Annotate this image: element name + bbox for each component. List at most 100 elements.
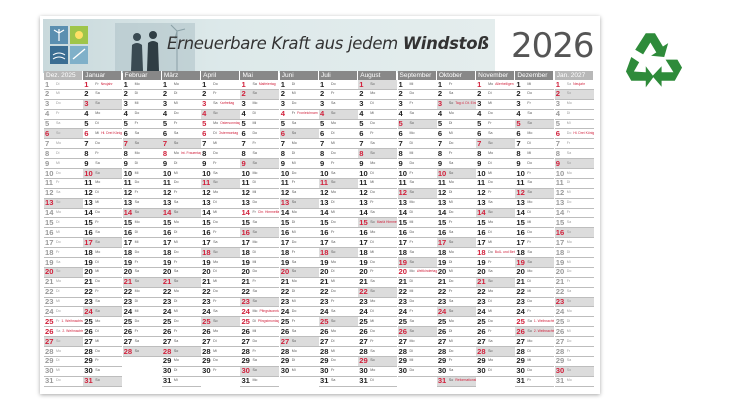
day-row: 24 Di bbox=[358, 307, 398, 318]
day-row: 20 So bbox=[44, 267, 83, 278]
weekday-label: So bbox=[370, 81, 375, 86]
weekday-label: Sa bbox=[95, 160, 100, 165]
month-column: April 1 Do 2 Fr 3 Sa Karfreitag 4 So 5 Mo Ostersonnt… bbox=[201, 71, 241, 387]
day-row: 30 Mi bbox=[44, 366, 83, 377]
day-row: 3 Fr bbox=[515, 99, 555, 110]
day-row bbox=[123, 367, 162, 377]
day-number: 16 bbox=[398, 227, 407, 237]
day-row: 11 Do bbox=[476, 178, 516, 189]
day-number: 27 bbox=[280, 336, 290, 346]
day-row: 14 So bbox=[476, 208, 516, 219]
day-row: 9 Sa bbox=[83, 159, 123, 170]
weekday-label: So bbox=[370, 358, 375, 363]
day-number: 7 bbox=[437, 138, 443, 148]
holiday-label: 2. Weihnachtstag bbox=[533, 328, 555, 333]
weekday-label: Sa bbox=[370, 210, 375, 215]
day-number: 23 bbox=[162, 297, 172, 307]
day-number: 11 bbox=[84, 178, 93, 188]
day-row: 27 Do bbox=[240, 336, 280, 348]
weekday-label: Sa bbox=[213, 308, 218, 313]
day-number: 4 bbox=[241, 109, 246, 119]
day-row: 26 Mo bbox=[318, 327, 358, 338]
day-number: 16 bbox=[280, 227, 290, 237]
weekday-label: Di bbox=[330, 200, 335, 205]
day-row: 26 Di bbox=[83, 327, 123, 338]
day-number: 1 bbox=[359, 79, 364, 89]
day-number: 17 bbox=[162, 237, 172, 247]
day-row: 9 Di bbox=[122, 159, 162, 170]
day-number: 1 bbox=[477, 79, 482, 89]
day-row: 6 Mo bbox=[515, 129, 555, 140]
weekday-label: Di bbox=[56, 358, 60, 363]
month-header: Oktober bbox=[436, 71, 476, 80]
day-row: 19 So bbox=[515, 258, 555, 268]
weekday-label: Mo bbox=[409, 200, 415, 205]
weekday-label: So bbox=[566, 91, 572, 96]
weekday-label: Di bbox=[370, 239, 374, 244]
day-number: 15 bbox=[202, 217, 211, 227]
day-number: 5 bbox=[45, 119, 50, 129]
month-column: März 1 Mo 2 Di 3 Mi 4 Do 5 Fr 6 Sa 7 So 8 Mo Int. Frauent… bbox=[161, 71, 201, 387]
day-row: 18 Sa bbox=[397, 248, 437, 259]
weekday-label: Di bbox=[134, 160, 138, 165]
day-row: 6 Mi Hl. Drei Könige bbox=[83, 129, 123, 140]
day-number: 4 bbox=[280, 109, 285, 119]
day-number: 3 bbox=[477, 99, 482, 109]
day-row: 17 Di bbox=[358, 238, 398, 249]
banner-title: Erneuerbare Kraft aus jedem Windstoß bbox=[167, 34, 489, 53]
day-number: 3 bbox=[45, 99, 50, 109]
weekday-label: Mi bbox=[134, 170, 139, 175]
day-row: 16 Do bbox=[515, 228, 555, 239]
day-row: 30 Sa bbox=[83, 366, 123, 377]
day-row: 18 Do bbox=[161, 248, 201, 259]
day-number: 27 bbox=[123, 336, 133, 346]
day-number: 8 bbox=[123, 148, 128, 158]
day-row: 23 Mi bbox=[44, 297, 83, 308]
day-number: 16 bbox=[319, 227, 329, 237]
day-number: 26 bbox=[280, 326, 290, 336]
weekday-label: Mo bbox=[213, 121, 219, 126]
day-number: 7 bbox=[555, 138, 560, 148]
weekday-label: Mo bbox=[370, 91, 376, 96]
day-number: 22 bbox=[477, 287, 486, 297]
day-row: 16 Fr bbox=[201, 228, 241, 239]
weekday-label: Mi bbox=[409, 150, 414, 155]
day-row: 10 Mo bbox=[554, 169, 594, 179]
weekday-label: Sa bbox=[173, 200, 179, 205]
month-column: Januar 1 Fr Neujahr 2 Sa 3 So 4 Mo 5 Di 6 Mi Hl. Drei … bbox=[83, 71, 123, 387]
day-number: 4 bbox=[437, 109, 443, 119]
day-row: 23 Fr bbox=[318, 297, 358, 308]
day-row: 14 Mi bbox=[318, 208, 358, 219]
weekday-label: Mo bbox=[330, 259, 336, 264]
day-number: 5 bbox=[398, 119, 403, 129]
day-number: 27 bbox=[437, 336, 447, 346]
weekday-label: Fr bbox=[409, 239, 413, 244]
day-number: 8 bbox=[280, 148, 285, 158]
day-row: 5 Di bbox=[436, 119, 476, 130]
day-row: 9 Mo bbox=[358, 159, 398, 170]
day-row: 3 Mo bbox=[554, 99, 594, 110]
day-number: 27 bbox=[241, 336, 250, 346]
day-number: 6 bbox=[359, 128, 364, 138]
day-row: 28 Mo bbox=[44, 347, 83, 357]
weekday-label: Mi bbox=[56, 91, 60, 96]
day-row: 15 Sa bbox=[554, 218, 594, 229]
weekday-label: Do bbox=[488, 249, 493, 254]
weekday-label: Di bbox=[370, 170, 374, 175]
day-row: 19 Mi bbox=[554, 258, 594, 268]
day-row: 17 Fr bbox=[397, 238, 437, 249]
day-number: 24 bbox=[437, 306, 447, 316]
day-row: 5 Sa bbox=[44, 119, 83, 130]
day-number: 28 bbox=[555, 346, 565, 356]
day-row: 5 Mo Ostersonntag bbox=[201, 119, 241, 130]
weekday-label: Sa bbox=[330, 170, 336, 175]
day-row: 15 Mo bbox=[476, 218, 516, 229]
weekday-label: Sa bbox=[252, 81, 257, 86]
day-number: 18 bbox=[437, 247, 447, 257]
day-row: 29 Do bbox=[318, 356, 358, 367]
day-number: 25 bbox=[84, 316, 93, 326]
weekday-label: Di bbox=[488, 91, 492, 96]
weekday-label: Mi bbox=[527, 81, 532, 86]
day-row: 20 So bbox=[279, 267, 319, 278]
day-number: 18 bbox=[477, 247, 486, 257]
